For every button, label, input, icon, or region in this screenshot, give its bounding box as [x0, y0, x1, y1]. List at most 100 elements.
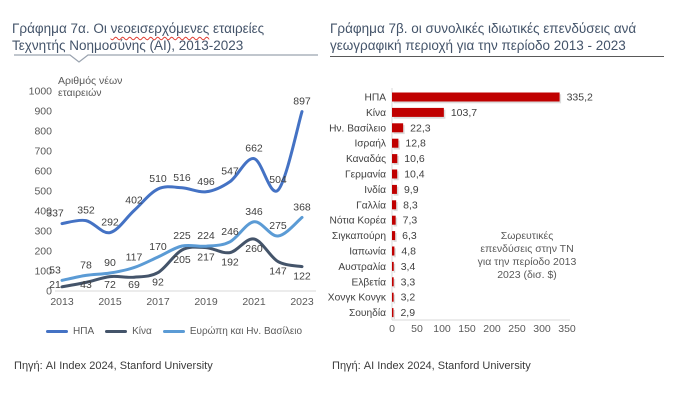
data-label-europe-uk: 275 [269, 220, 287, 232]
y-axis-title-line2: εταιρειών [58, 87, 102, 99]
line-chart-legend: ΗΠΑ Κίνα Ευρώπη και Ην. Βασίλειο [46, 326, 302, 337]
bar-10 [392, 246, 395, 256]
data-label-usa: 504 [269, 174, 287, 186]
data-label-china: 43 [80, 279, 92, 291]
title-underline-callout [14, 54, 318, 63]
value-label: 9,9 [404, 184, 419, 196]
title-underline [330, 56, 664, 57]
data-label-usa: 547 [221, 166, 239, 178]
data-label-europe-uk: 53 [49, 264, 61, 276]
value-label: 10,4 [404, 169, 425, 181]
data-label-usa: 352 [77, 205, 95, 217]
bar-shadow [393, 263, 396, 273]
category-label: Σουηδία [349, 307, 386, 319]
bar-5 [392, 169, 398, 179]
category-label: Ελβετία [352, 276, 387, 288]
data-label-china: 21 [49, 279, 61, 291]
data-label-usa: 662 [245, 143, 263, 155]
legend-swatch-china [105, 330, 128, 333]
value-label: 10,6 [404, 153, 425, 165]
bar-13 [392, 292, 394, 302]
bar-chart-svg: ΗΠΑ 335,2 Κίνα 103,7 Ην. Βασίλειο 22,3 Ισραήλ 1… [328, 88, 593, 335]
category-label: Ιαπωνία [349, 246, 386, 258]
series-line-china [60, 237, 304, 289]
value-label: 22,3 [410, 122, 431, 134]
bar-shadow [393, 309, 395, 319]
y-tick-label: 0 [46, 286, 52, 298]
data-label-china: 69 [128, 279, 140, 291]
bar-4 [392, 154, 398, 164]
x-tick-label: 350 [558, 323, 576, 335]
data-label-china: 92 [152, 277, 164, 289]
data-label-usa: 516 [173, 172, 191, 184]
value-label: 2,9 [400, 307, 415, 319]
value-label: 4,8 [401, 246, 416, 258]
bar-0 [392, 92, 560, 102]
bar-1 [392, 107, 444, 117]
category-label: Αυστραλία [338, 261, 386, 273]
bar-7 [392, 200, 397, 210]
title-text: εταιρείες Τεχνητής Νοημοσύνης (AI), 2013… [12, 21, 265, 53]
right-chart-panel: Γράφημα 7β. οι συνολικές ιδιωτικές επενδ… [328, 0, 698, 419]
x-tick-label: 50 [411, 323, 423, 335]
x-tick-label: 2017 [146, 296, 170, 308]
category-label: Κίνα [366, 107, 386, 119]
x-tick-label: 200 [483, 323, 501, 335]
x-tick-label: 250 [508, 323, 526, 335]
data-label-usa: 337 [46, 208, 64, 220]
data-label-usa: 897 [293, 96, 311, 108]
bar-6 [392, 184, 397, 194]
value-label: 3,3 [401, 276, 416, 288]
right-chart-title: Γράφημα 7β. οι συνολικές ιδιωτικές επενδ… [330, 21, 637, 53]
category-label: Σιγκαπούρη [332, 230, 386, 242]
series-line-europe-uk [60, 215, 304, 282]
category-label: Χονγκ Κονγκ [328, 293, 387, 304]
bar-11 [392, 261, 394, 271]
data-label-europe-uk: 346 [245, 206, 263, 218]
data-label-usa: 510 [149, 173, 167, 185]
right-source-note: Πηγή: AI Index 2024, Stanford University [332, 360, 531, 372]
data-label-usa: 496 [197, 176, 215, 188]
bar-8 [392, 215, 396, 225]
value-label: 3,2 [401, 292, 416, 304]
x-tick-label: 100 [433, 323, 451, 335]
category-label: Καναδάς [346, 153, 386, 165]
legend-item-china: Κίνα [105, 326, 152, 337]
value-label: 7,3 [403, 215, 418, 227]
data-label-china: 217 [197, 252, 215, 264]
category-label: Ην. Βασίλειο [329, 122, 386, 134]
bar-12 [392, 277, 394, 287]
y-tick-label: 700 [34, 146, 52, 158]
y-tick-label: 500 [34, 186, 52, 198]
legend-label-europe-uk: Ευρώπη και Ην. Βασίλειο [189, 326, 303, 337]
category-label: ΗΠΑ [364, 93, 386, 104]
y-axis-title-line1: Αριθμός νέων [58, 75, 122, 87]
x-tick-label: 2019 [194, 296, 218, 308]
legend-label-china: Κίνα [132, 326, 152, 337]
bar-shadow [393, 248, 396, 258]
title-text-spellcheck-underlined: νεοεισερχόμενες [110, 21, 210, 36]
data-label-china: 122 [293, 271, 311, 283]
data-label-china: 147 [269, 266, 287, 278]
data-label-europe-uk: 246 [221, 226, 239, 238]
category-label: Ινδία [364, 184, 386, 196]
bar-3 [392, 138, 399, 148]
data-label-europe-uk: 90 [104, 257, 116, 269]
legend-item-europe-uk: Ευρώπη και Ην. Βασίλειο [162, 326, 303, 337]
left-source-note: Πηγή: AI Index 2024, Stanford University [14, 360, 213, 372]
legend-item-usa: ΗΠΑ [46, 326, 94, 337]
y-tick-label: 900 [34, 106, 52, 118]
legend-swatch-usa [46, 330, 68, 333]
bar-9 [392, 231, 396, 241]
bar-2 [392, 123, 404, 133]
data-label-china: 205 [173, 254, 191, 266]
value-label: 8,3 [403, 199, 418, 211]
data-label-usa: 402 [125, 195, 143, 207]
data-label-europe-uk: 368 [293, 201, 311, 213]
legend-swatch-europe-uk [162, 330, 185, 333]
bar-14 [392, 308, 394, 318]
x-tick-label: 150 [458, 323, 476, 335]
x-tick-label: 2015 [98, 296, 122, 308]
bar-chart-annotation: Σωρευτικές επενδύσεις στην ΤΝ για την πε… [477, 230, 577, 281]
y-tick-label: 600 [34, 166, 52, 178]
